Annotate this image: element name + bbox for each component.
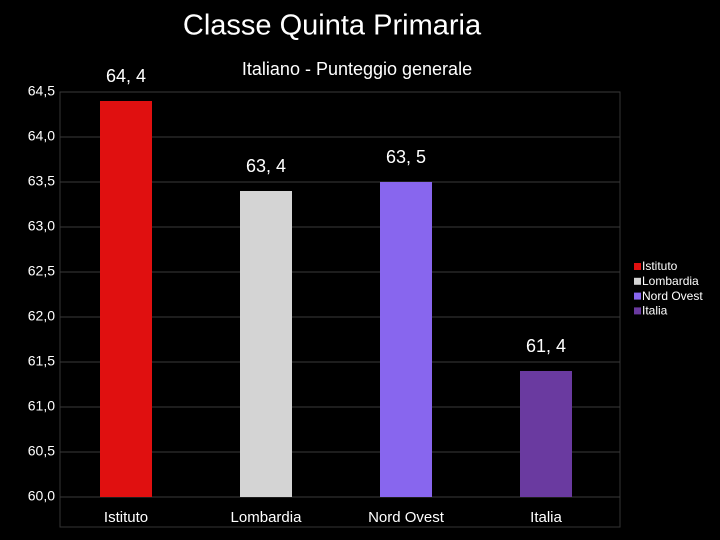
data-label: 61, 4 — [526, 336, 566, 356]
bar — [380, 182, 432, 497]
legend-label: Istituto — [642, 259, 678, 273]
y-tick-label: 64,5 — [28, 83, 55, 99]
chart-title: Classe Quinta Primaria — [183, 10, 482, 42]
legend-swatch — [634, 277, 641, 285]
y-tick-label: 61,0 — [28, 398, 55, 414]
y-tick-label: 62,5 — [28, 263, 55, 279]
legend-swatch — [634, 292, 641, 300]
data-label: 63, 4 — [246, 156, 286, 176]
x-tick-label: Nord Ovest — [368, 509, 445, 526]
bar — [240, 191, 292, 497]
legend-swatch — [634, 307, 641, 315]
legend-swatch — [634, 263, 641, 270]
legend-label: Italia — [642, 304, 668, 318]
chart-subtitle: Italiano - Punteggio generale — [242, 59, 472, 79]
y-tick-label: 63,5 — [28, 173, 55, 189]
legend-label: Nord Ovest — [642, 289, 703, 303]
y-tick-label: 60,5 — [28, 443, 55, 459]
y-tick-label: 63,0 — [28, 218, 55, 234]
data-label: 63, 5 — [386, 147, 426, 167]
bar — [100, 101, 152, 497]
y-tick-label: 62,0 — [28, 308, 55, 324]
y-tick-label: 64,0 — [28, 128, 55, 144]
x-tick-label: Istituto — [104, 509, 148, 526]
x-tick-label: Lombardia — [231, 509, 303, 526]
legend-label: Lombardia — [642, 274, 699, 288]
y-tick-label: 61,5 — [28, 353, 55, 369]
x-tick-label: Italia — [530, 509, 562, 526]
y-tick-label: 60,0 — [28, 488, 55, 504]
bar — [520, 371, 572, 497]
data-label: 64, 4 — [106, 66, 146, 86]
